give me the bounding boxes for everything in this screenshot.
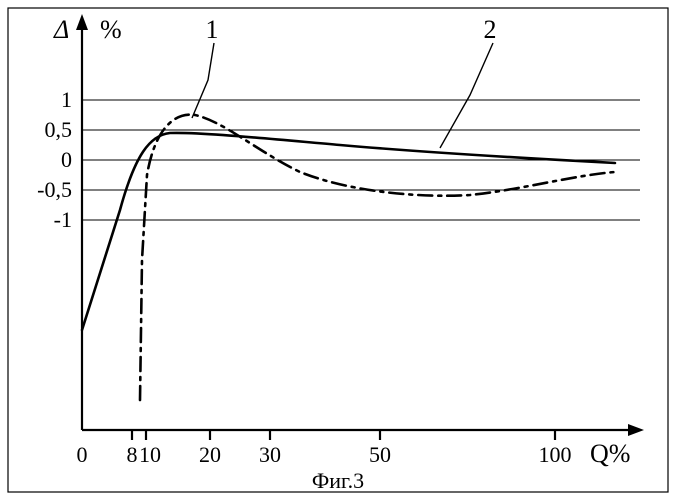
callout-1-label: 1 xyxy=(206,15,219,44)
x-axis-arrow xyxy=(628,424,644,436)
x-tick-label: 100 xyxy=(539,442,572,467)
y-axis-label-pct: % xyxy=(100,15,122,44)
x-tick-label: 0 xyxy=(77,442,88,467)
curve-1 xyxy=(140,115,615,400)
x-tick-label: 50 xyxy=(369,442,391,467)
curve-2 xyxy=(82,133,615,330)
y-tick-label: 0 xyxy=(61,147,72,172)
y-tick-label: -0,5 xyxy=(37,177,72,202)
x-tick-label: 8 xyxy=(127,442,138,467)
y-axis-label-delta: Δ xyxy=(53,15,69,44)
x-tick-label: 10 xyxy=(139,442,161,467)
figure-caption: Фиг.3 xyxy=(312,468,364,493)
callout-2-label: 2 xyxy=(484,15,497,44)
y-tick-label: 1 xyxy=(61,87,72,112)
callout-2-leader xyxy=(440,43,493,148)
y-tick-label: 0,5 xyxy=(45,117,73,142)
x-axis-label: Q% xyxy=(590,439,630,468)
x-tick-label: 20 xyxy=(199,442,221,467)
x-tick-label: 30 xyxy=(259,442,281,467)
y-axis-arrow xyxy=(76,14,88,30)
callout-1-leader xyxy=(192,43,214,118)
y-tick-label: -1 xyxy=(54,207,72,232)
